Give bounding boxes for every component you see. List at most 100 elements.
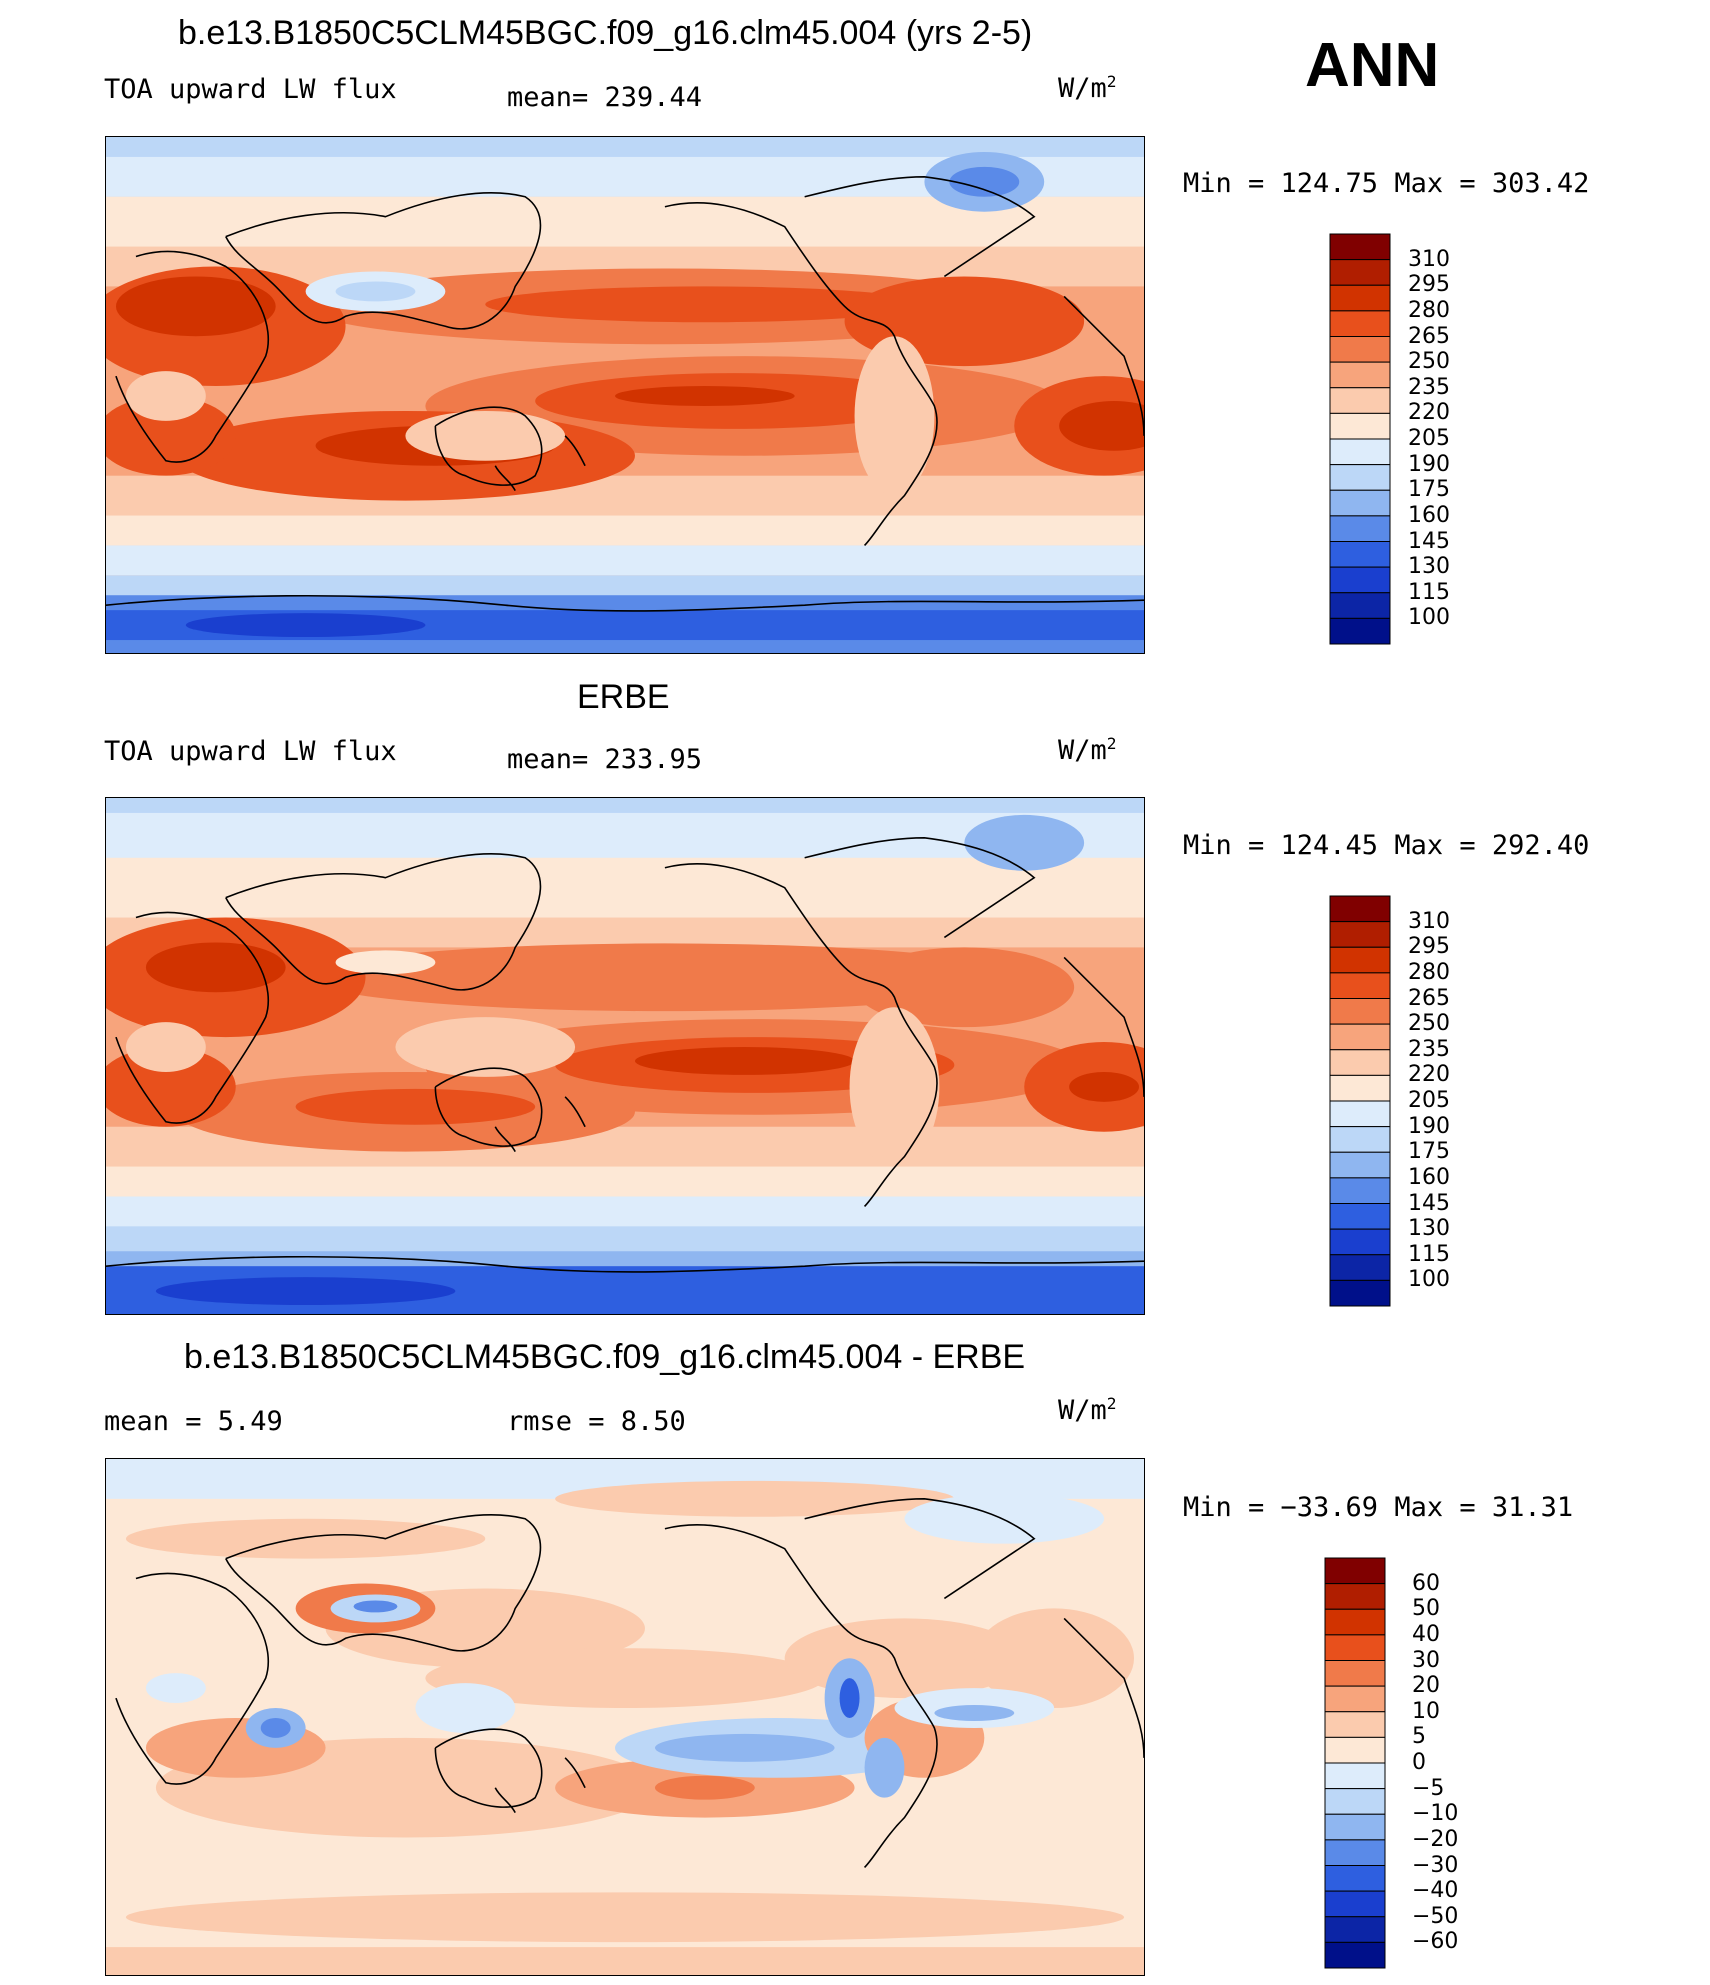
colorbar-diff-swatch <box>1324 1788 1386 1815</box>
colorbar-obs-label: 250 <box>1408 1011 1450 1037</box>
colorbar-model-label: 175 <box>1408 477 1450 503</box>
panel-model-colorbar-swatches <box>1329 233 1391 645</box>
colorbar-diff-label: 40 <box>1412 1621 1440 1647</box>
panel-model-variable: TOA upward LW flux <box>104 74 397 105</box>
panel-diff-rmse: rmse = 8.50 <box>507 1406 686 1437</box>
colorbar-diff-swatch <box>1324 1583 1386 1610</box>
colorbar-model-swatch <box>1329 489 1391 517</box>
colorbar-diff-swatch <box>1324 1634 1386 1661</box>
colorbar-model-swatch <box>1329 310 1391 337</box>
colorbar-model-label: 160 <box>1408 502 1450 528</box>
colorbar-model-swatch <box>1329 284 1391 312</box>
colorbar-diff-label: −5 <box>1412 1775 1445 1801</box>
colorbar-obs-swatch <box>1329 946 1391 974</box>
colorbar-diff-swatch <box>1324 1557 1386 1585</box>
panel-diff-map <box>105 1458 1145 1976</box>
colorbar-obs-label: 265 <box>1408 985 1450 1011</box>
colorbar-model-swatch <box>1329 592 1391 619</box>
colorbar-obs-swatch <box>1329 1100 1391 1128</box>
colorbar-model-label: 190 <box>1408 451 1450 477</box>
colorbar-diff-swatch <box>1324 1813 1386 1841</box>
colorbar-model-label: 280 <box>1408 297 1450 323</box>
colorbar-model-label: 295 <box>1408 272 1450 298</box>
colorbar-diff-label: 50 <box>1412 1596 1440 1622</box>
colorbar-obs-swatch <box>1329 1049 1391 1076</box>
colorbar-obs-label: 205 <box>1408 1088 1450 1113</box>
colorbar-diff-label: −10 <box>1412 1801 1459 1827</box>
colorbar-model-label: 265 <box>1408 323 1450 349</box>
panel-model-title: b.e13.B1850C5CLM45BGC.f09_g16.clm45.004 … <box>178 14 1033 52</box>
colorbar-model-swatch <box>1329 412 1391 440</box>
panel-diff-minmax: Min = −33.69 Max = 31.31 <box>1183 1492 1574 1523</box>
colorbar-diff-swatch <box>1324 1660 1386 1687</box>
colorbar-diff-swatch <box>1324 1916 1386 1943</box>
colorbar-diff-label: −60 <box>1412 1929 1459 1955</box>
colorbar-diff-label: 60 <box>1412 1570 1440 1596</box>
colorbar-obs-swatch <box>1329 1126 1391 1153</box>
colorbar-diff-swatch <box>1324 1608 1386 1636</box>
colorbar-diff-swatch <box>1324 1762 1386 1790</box>
colorbar-obs-label: 310 <box>1408 908 1450 934</box>
colorbar-obs-label: 160 <box>1408 1164 1450 1190</box>
colorbar-diff-label: −20 <box>1412 1826 1459 1852</box>
colorbar-diff-swatch <box>1324 1685 1386 1713</box>
colorbar-diff-swatch <box>1324 1890 1386 1918</box>
panel-model-colorbar <box>1329 233 1391 645</box>
colorbar-obs-swatch <box>1329 998 1391 1025</box>
colorbar-obs-label: 235 <box>1408 1036 1450 1062</box>
colorbar-obs-swatch <box>1329 1228 1391 1256</box>
panel-obs-title: ERBE <box>577 678 670 716</box>
panel-diff-units: W/m2 <box>1058 1394 1117 1426</box>
colorbar-obs-swatch <box>1329 1203 1391 1230</box>
colorbar-model-swatch <box>1329 336 1391 363</box>
colorbar-obs-label: 145 <box>1408 1190 1450 1216</box>
colorbar-obs-swatch <box>1329 1254 1391 1281</box>
panel-model-units: W/m2 <box>1058 72 1117 104</box>
colorbar-diff-swatch <box>1324 1941 1386 1969</box>
panel-obs-colorbar-swatches <box>1329 895 1391 1307</box>
colorbar-model-swatch <box>1329 233 1391 261</box>
colorbar-obs-swatch <box>1329 1177 1391 1204</box>
colorbar-model-swatch <box>1329 438 1391 466</box>
colorbar-obs-swatch <box>1329 1151 1391 1179</box>
colorbar-obs-swatch <box>1329 1023 1391 1051</box>
colorbar-model-label: 115 <box>1408 579 1450 605</box>
colorbar-diff-label: 0 <box>1412 1750 1426 1775</box>
colorbar-diff-swatch <box>1324 1839 1386 1866</box>
colorbar-obs-label: 115 <box>1408 1241 1450 1267</box>
colorbar-diff-label: −40 <box>1412 1878 1459 1904</box>
panel-obs-colorbar <box>1329 895 1391 1307</box>
colorbar-model-swatch <box>1329 464 1391 491</box>
colorbar-obs-label: 220 <box>1408 1062 1450 1088</box>
panel-obs-mean: mean= 233.95 <box>507 744 703 775</box>
colorbar-model-label: 205 <box>1408 426 1450 451</box>
panel-obs-minmax: Min = 124.45 Max = 292.40 <box>1183 830 1590 861</box>
colorbar-obs-label: 295 <box>1408 934 1450 960</box>
colorbar-diff-label: 5 <box>1412 1724 1426 1750</box>
colorbar-model-label: 250 <box>1408 349 1450 375</box>
season-label: ANN <box>1305 31 1440 100</box>
panel-obs-units: W/m2 <box>1058 734 1117 766</box>
colorbar-obs-swatch <box>1329 1074 1391 1102</box>
panel-diff-colorbar-swatches <box>1324 1557 1386 1969</box>
colorbar-obs-swatch <box>1329 921 1391 948</box>
colorbar-diff-label: 30 <box>1412 1647 1440 1673</box>
colorbar-model-label: 130 <box>1408 554 1450 580</box>
colorbar-diff-label: 10 <box>1412 1698 1440 1724</box>
colorbar-model-label: 235 <box>1408 374 1450 400</box>
colorbar-obs-label: 130 <box>1408 1216 1450 1242</box>
colorbar-model-label: 145 <box>1408 528 1450 554</box>
panel-diff-mean: mean = 5.49 <box>104 1406 283 1437</box>
colorbar-model-swatch <box>1329 361 1391 389</box>
colorbar-model-swatch <box>1329 541 1391 568</box>
colorbar-obs-label: 190 <box>1408 1113 1450 1139</box>
colorbar-obs-label: 100 <box>1408 1267 1450 1293</box>
panel-diff-title: b.e13.B1850C5CLM45BGC.f09_g16.clm45.004 … <box>184 1338 1026 1376</box>
panel-obs-map <box>105 797 1145 1315</box>
colorbar-diff-swatch <box>1324 1865 1386 1892</box>
panel-model-map <box>105 136 1145 654</box>
colorbar-obs-label: 280 <box>1408 959 1450 985</box>
colorbar-model-label: 220 <box>1408 400 1450 426</box>
panel-diff-colorbar <box>1324 1557 1386 1969</box>
colorbar-diff-swatch <box>1324 1736 1386 1764</box>
